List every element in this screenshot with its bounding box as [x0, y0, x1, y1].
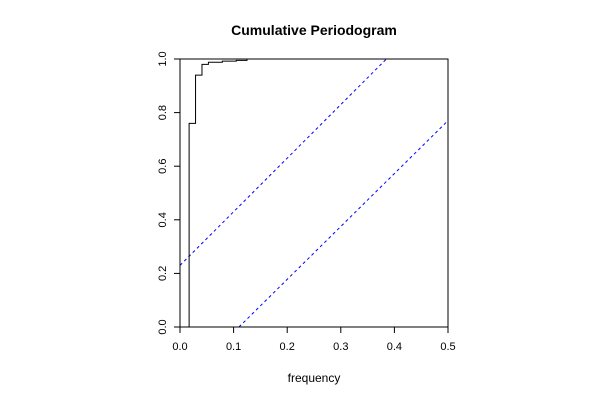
- confidence-band-line-1: [180, 59, 387, 266]
- x-tick-label: 0.4: [387, 341, 402, 353]
- cumulative-periodogram-line: [188, 59, 448, 327]
- y-tick-label: 0.6: [157, 159, 169, 174]
- plot-frame: [179, 58, 449, 328]
- plot-area: [179, 58, 449, 328]
- x-tick-label: 0.0: [172, 341, 187, 353]
- confidence-band-line-2: [238, 120, 448, 327]
- x-tick-label: 0.5: [440, 341, 455, 353]
- y-tick-label: 0.8: [157, 105, 169, 120]
- x-tick-label: 0.2: [280, 341, 295, 353]
- x-tick-label: 0.1: [226, 341, 241, 353]
- x-axis: 0.0 0.1 0.2 0.3 0.4 0.5: [172, 327, 456, 353]
- y-tick-label: 0.2: [157, 266, 169, 281]
- chart-title: Cumulative Periodogram: [231, 22, 397, 38]
- y-tick-label: 0.4: [157, 212, 169, 227]
- x-tick-label: 0.3: [333, 341, 348, 353]
- confidence-bands: [180, 59, 448, 327]
- y-tick-label: 0.0: [157, 319, 169, 334]
- x-axis-label: frequency: [288, 371, 341, 385]
- y-axis: 0.0 0.2 0.4 0.6 0.8 1.0: [157, 51, 180, 335]
- series-layer: [188, 59, 448, 327]
- y-tick-label: 1.0: [157, 51, 169, 66]
